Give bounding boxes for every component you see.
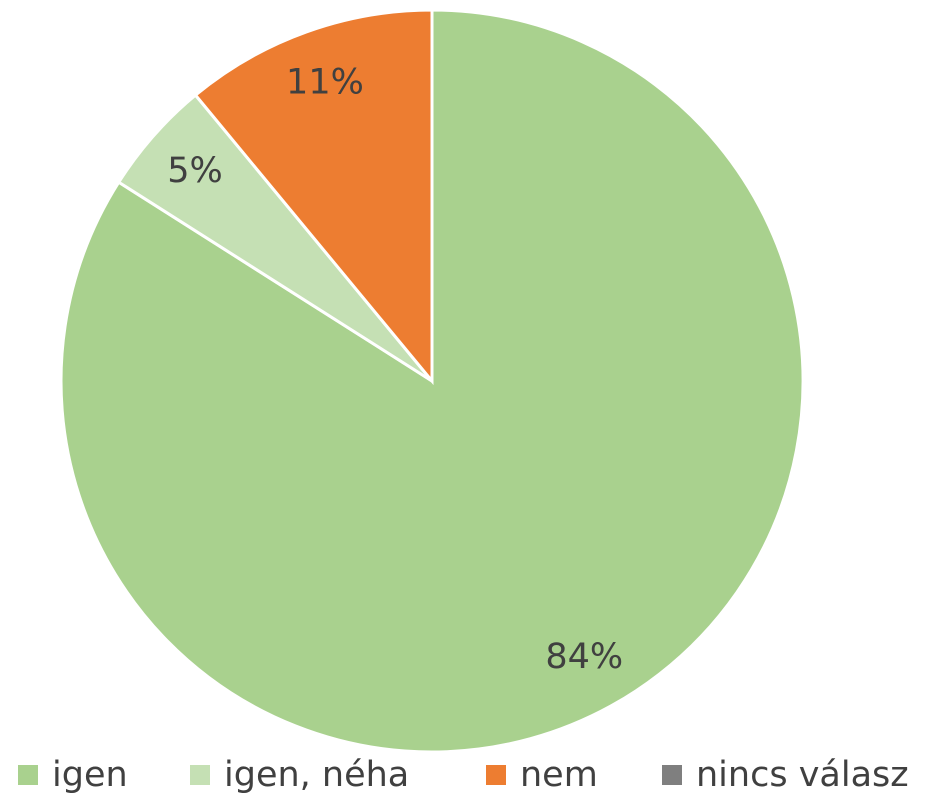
pie-slice — [59, 8, 805, 754]
data-label: 11% — [286, 63, 364, 103]
legend-label: nem — [520, 755, 598, 795]
data-label: 84% — [545, 637, 623, 677]
legend-swatch — [18, 765, 38, 785]
pie-slice — [193, 8, 434, 386]
legend-swatch — [486, 765, 506, 785]
legend-swatch — [662, 765, 682, 785]
data-label: 5% — [167, 151, 223, 191]
legend-label: igen, néha — [224, 755, 409, 795]
legend-swatch — [190, 765, 210, 785]
legend-label: igen — [52, 755, 128, 795]
legend-label: nincs válasz — [696, 755, 909, 795]
